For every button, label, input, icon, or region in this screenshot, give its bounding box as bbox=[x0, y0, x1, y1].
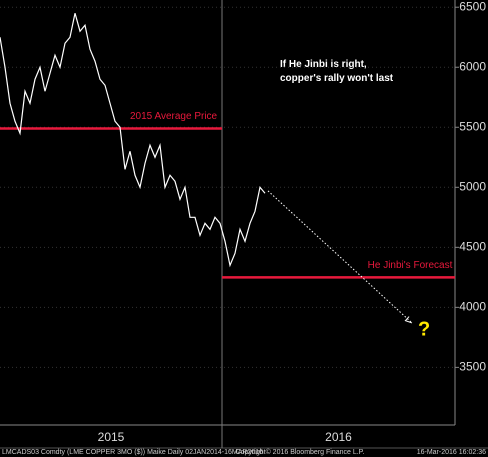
y-tick-label: 4000 bbox=[459, 300, 486, 314]
reference-label: 2015 Average Price bbox=[130, 111, 218, 122]
annotation-box: If He Jinbi is right, copper's rally won… bbox=[280, 59, 394, 84]
y-tick-label: 4500 bbox=[459, 239, 486, 253]
y-tick-label: 3500 bbox=[459, 360, 486, 374]
arrow-head bbox=[404, 316, 413, 324]
annotation: If He Jinbi is right, copper's rally won… bbox=[280, 59, 394, 84]
x-band-label: 2016 bbox=[325, 430, 352, 444]
footer-right: 16-Mar-2016 16:02:36 bbox=[417, 449, 486, 456]
y-tick-label: 5500 bbox=[459, 119, 486, 133]
x-band-label: 2015 bbox=[98, 430, 125, 444]
forecast-arrow bbox=[267, 190, 413, 324]
question-mark: ? bbox=[418, 318, 430, 340]
y-tick-label: 5000 bbox=[459, 179, 486, 193]
footer-center: Copyright© 2016 Bloomberg Finance L.P. bbox=[236, 448, 365, 456]
footer-left: LMCADS03 Comdty (LME COPPER 3MO ($)) Mai… bbox=[2, 449, 263, 456]
y-tick-label: 6500 bbox=[459, 0, 486, 13]
reference-label: He Jinbi's Forecast bbox=[368, 260, 453, 271]
price-line bbox=[0, 13, 266, 268]
y-tick-label: 6000 bbox=[459, 59, 486, 73]
